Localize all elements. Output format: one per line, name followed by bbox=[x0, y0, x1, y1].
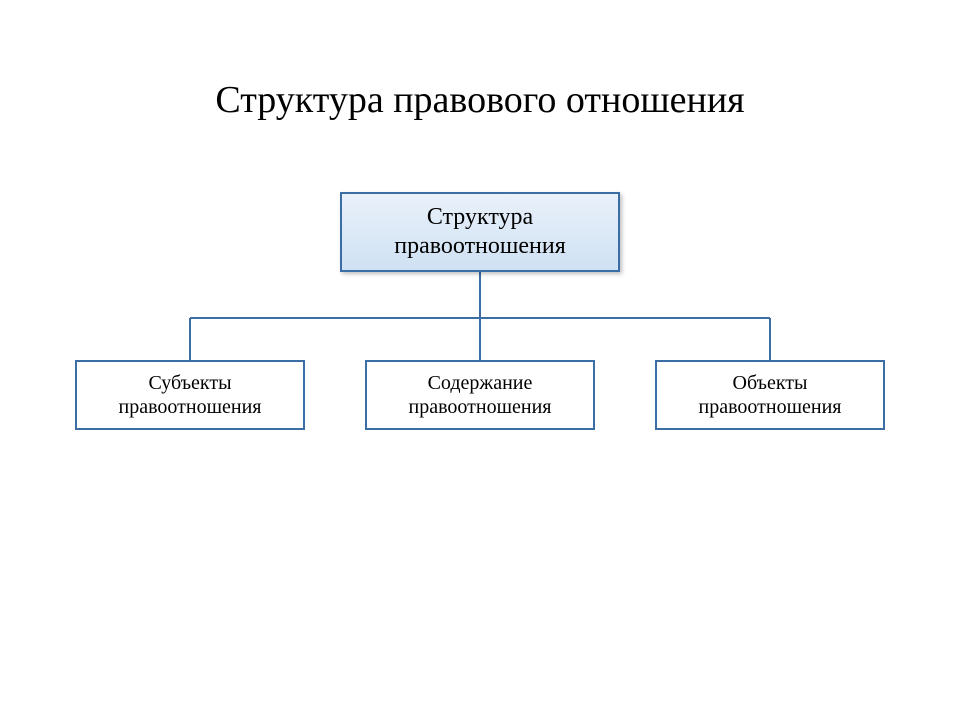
child-node-label: Содержание правоотношения bbox=[375, 371, 585, 419]
child-node-label: Субъекты правоотношения bbox=[85, 371, 295, 419]
diagram-canvas: { "title": { "text": "Структура правовог… bbox=[0, 0, 960, 720]
child-node-objects: Объекты правоотношения bbox=[655, 360, 885, 430]
connector-path bbox=[190, 272, 770, 360]
child-node-content: Содержание правоотношения bbox=[365, 360, 595, 430]
child-node-label: Объекты правоотношения bbox=[665, 371, 875, 419]
root-node: Структура правоотношения bbox=[340, 192, 620, 272]
child-node-subjects: Субъекты правоотношения bbox=[75, 360, 305, 430]
root-node-label: Структура правоотношения bbox=[350, 203, 610, 261]
slide-title: Структура правового отношения bbox=[0, 78, 960, 122]
